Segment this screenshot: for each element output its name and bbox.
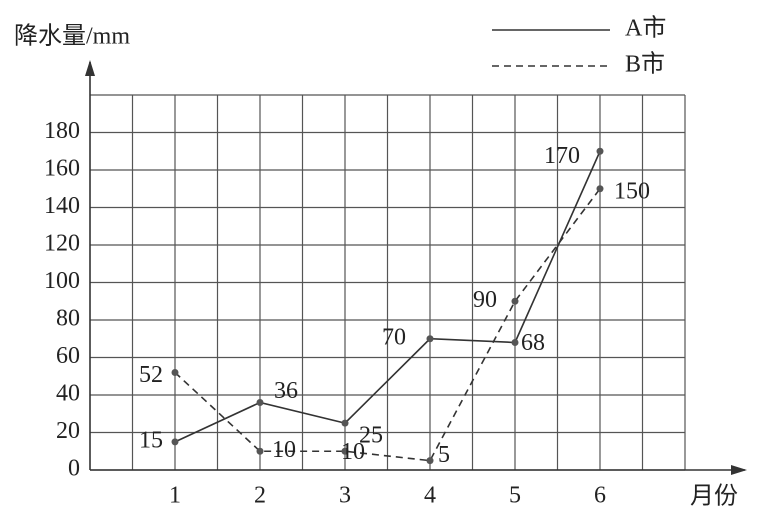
x-axis-arrow (731, 465, 747, 475)
data-point (426, 335, 434, 343)
x-tick-label: 1 (169, 483, 181, 509)
data-point (256, 399, 264, 406)
data-label: 15 (139, 427, 163, 453)
data-point (341, 419, 349, 427)
y-tick-label: 80 (56, 306, 80, 332)
data-point (426, 457, 434, 465)
y-axis-title: 降水量/mm (14, 23, 130, 50)
x-tick-label: 6 (594, 483, 606, 509)
data-label: 36 (274, 378, 298, 404)
x-axis-title: 月份 (690, 483, 738, 510)
data-label: 5 (438, 442, 450, 468)
y-tick-label: 160 (44, 156, 80, 182)
data-label: 150 (614, 178, 650, 204)
data-point (256, 447, 264, 455)
y-tick-label: 140 (44, 193, 80, 219)
data-label: 25 (359, 423, 383, 449)
y-tick-label: 120 (44, 231, 80, 257)
x-tick-label: 5 (509, 483, 521, 509)
legend-label: B市 (625, 51, 665, 78)
data-label: 170 (544, 143, 580, 169)
x-tick-label: 3 (339, 483, 351, 509)
x-tick-label: 4 (424, 483, 436, 509)
data-point (596, 147, 604, 155)
series-line (174, 150, 601, 443)
y-tick-label: 60 (56, 343, 80, 369)
data-label: 68 (521, 330, 545, 356)
y-tick-label: 20 (56, 418, 80, 444)
data-label: 90 (473, 287, 497, 313)
data-point (511, 297, 519, 305)
data-label: 10 (341, 439, 365, 465)
data-point (171, 438, 179, 446)
y-tick-label: 180 (44, 118, 80, 144)
y-tick-label: 0 (68, 456, 80, 482)
data-point (171, 369, 179, 376)
y-tick-label: 40 (56, 381, 80, 407)
data-point (596, 185, 604, 193)
data-point (341, 447, 349, 455)
y-axis-arrow (85, 60, 95, 76)
legend-label: A市 (625, 15, 666, 42)
x-tick-label: 2 (254, 483, 266, 509)
y-tick-label: 100 (44, 268, 80, 294)
data-point (511, 339, 519, 346)
data-label: 10 (272, 437, 296, 463)
data-label: 52 (139, 362, 163, 388)
data-label: 70 (382, 324, 406, 350)
series-line (174, 188, 601, 462)
